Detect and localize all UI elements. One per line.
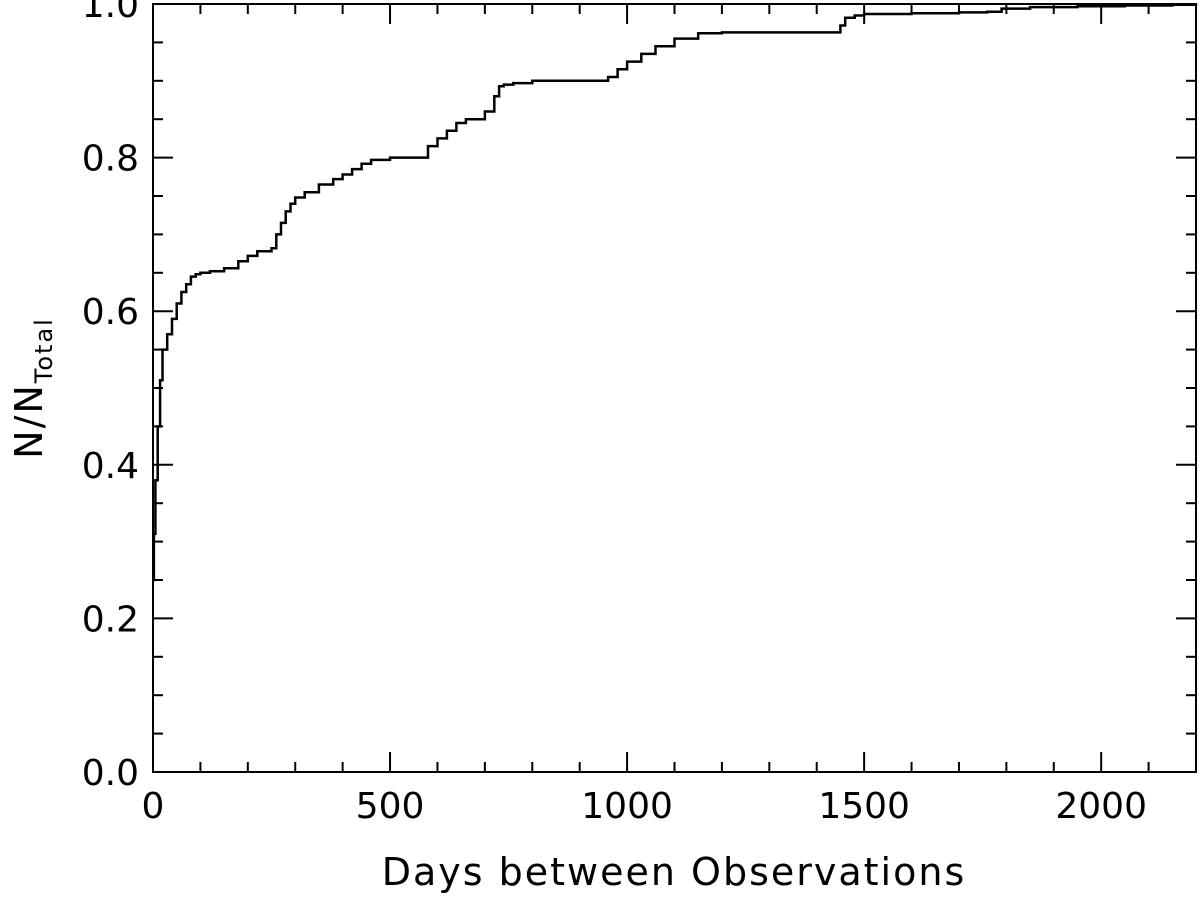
x-tick-labels: 0 500 1000 1500 2000 [142, 786, 1147, 827]
x-tick-label: 2000 [1055, 786, 1147, 827]
y-tick-labels: 0.0 0.2 0.4 0.6 0.8 1.0 [82, 0, 139, 794]
x-tick-label: 500 [356, 786, 425, 827]
y-tick-label: 0.6 [82, 292, 139, 333]
plot-frame [152, 3, 1197, 773]
y-tick-label: 0.4 [82, 446, 139, 487]
x-tick-label: 1000 [581, 786, 673, 827]
x-tick-label: 1500 [818, 786, 910, 827]
y-axis-title-main: N/N [7, 383, 51, 459]
minor-ticks [153, 4, 1196, 772]
y-tick-label: 0.8 [82, 139, 139, 180]
major-ticks [152, 3, 1196, 773]
series-line [152, 3, 1198, 582]
y-axis-title-subscript: Total [30, 317, 58, 384]
x-tick-label: 0 [142, 786, 165, 827]
x-axis-title: Days between Observations [382, 850, 967, 894]
y-tick-label: 0.2 [82, 599, 139, 640]
y-tick-label: 0.0 [82, 753, 139, 794]
y-tick-label: 1.0 [82, 0, 139, 26]
y-axis-title: N/NTotal [7, 317, 58, 459]
